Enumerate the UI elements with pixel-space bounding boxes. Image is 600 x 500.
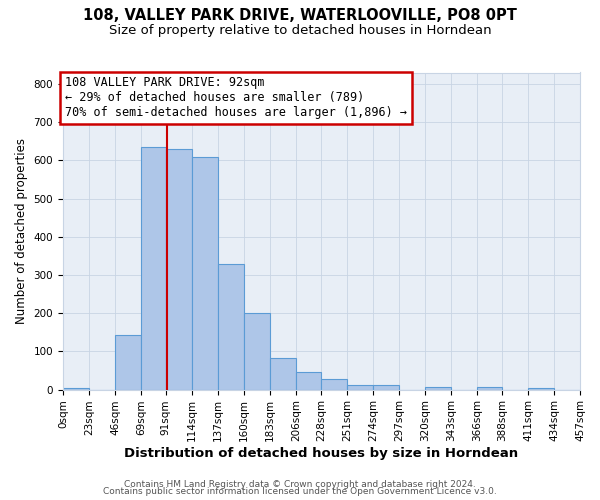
Bar [244, 313, 270, 390]
Text: 108, VALLEY PARK DRIVE, WATERLOOVILLE, PO8 0PT: 108, VALLEY PARK DRIVE, WATERLOOVILLE, P… [83, 8, 517, 22]
Text: Contains HM Land Registry data © Crown copyright and database right 2024.: Contains HM Land Registry data © Crown c… [124, 480, 476, 489]
Bar [192, 158, 218, 390]
Bar [528, 388, 554, 390]
Bar [218, 264, 244, 390]
Bar [347, 386, 373, 390]
Bar [115, 335, 141, 390]
Bar [296, 372, 321, 390]
Bar [270, 358, 296, 390]
Bar [141, 147, 166, 390]
Bar [373, 386, 399, 390]
Bar [166, 149, 192, 390]
Y-axis label: Number of detached properties: Number of detached properties [15, 138, 28, 324]
Bar [477, 387, 502, 390]
Text: Contains public sector information licensed under the Open Government Licence v3: Contains public sector information licen… [103, 488, 497, 496]
Bar [425, 387, 451, 390]
X-axis label: Distribution of detached houses by size in Horndean: Distribution of detached houses by size … [124, 447, 518, 460]
Text: 108 VALLEY PARK DRIVE: 92sqm
← 29% of detached houses are smaller (789)
70% of s: 108 VALLEY PARK DRIVE: 92sqm ← 29% of de… [65, 76, 407, 120]
Bar [321, 380, 347, 390]
Text: Size of property relative to detached houses in Horndean: Size of property relative to detached ho… [109, 24, 491, 37]
Bar [63, 388, 89, 390]
